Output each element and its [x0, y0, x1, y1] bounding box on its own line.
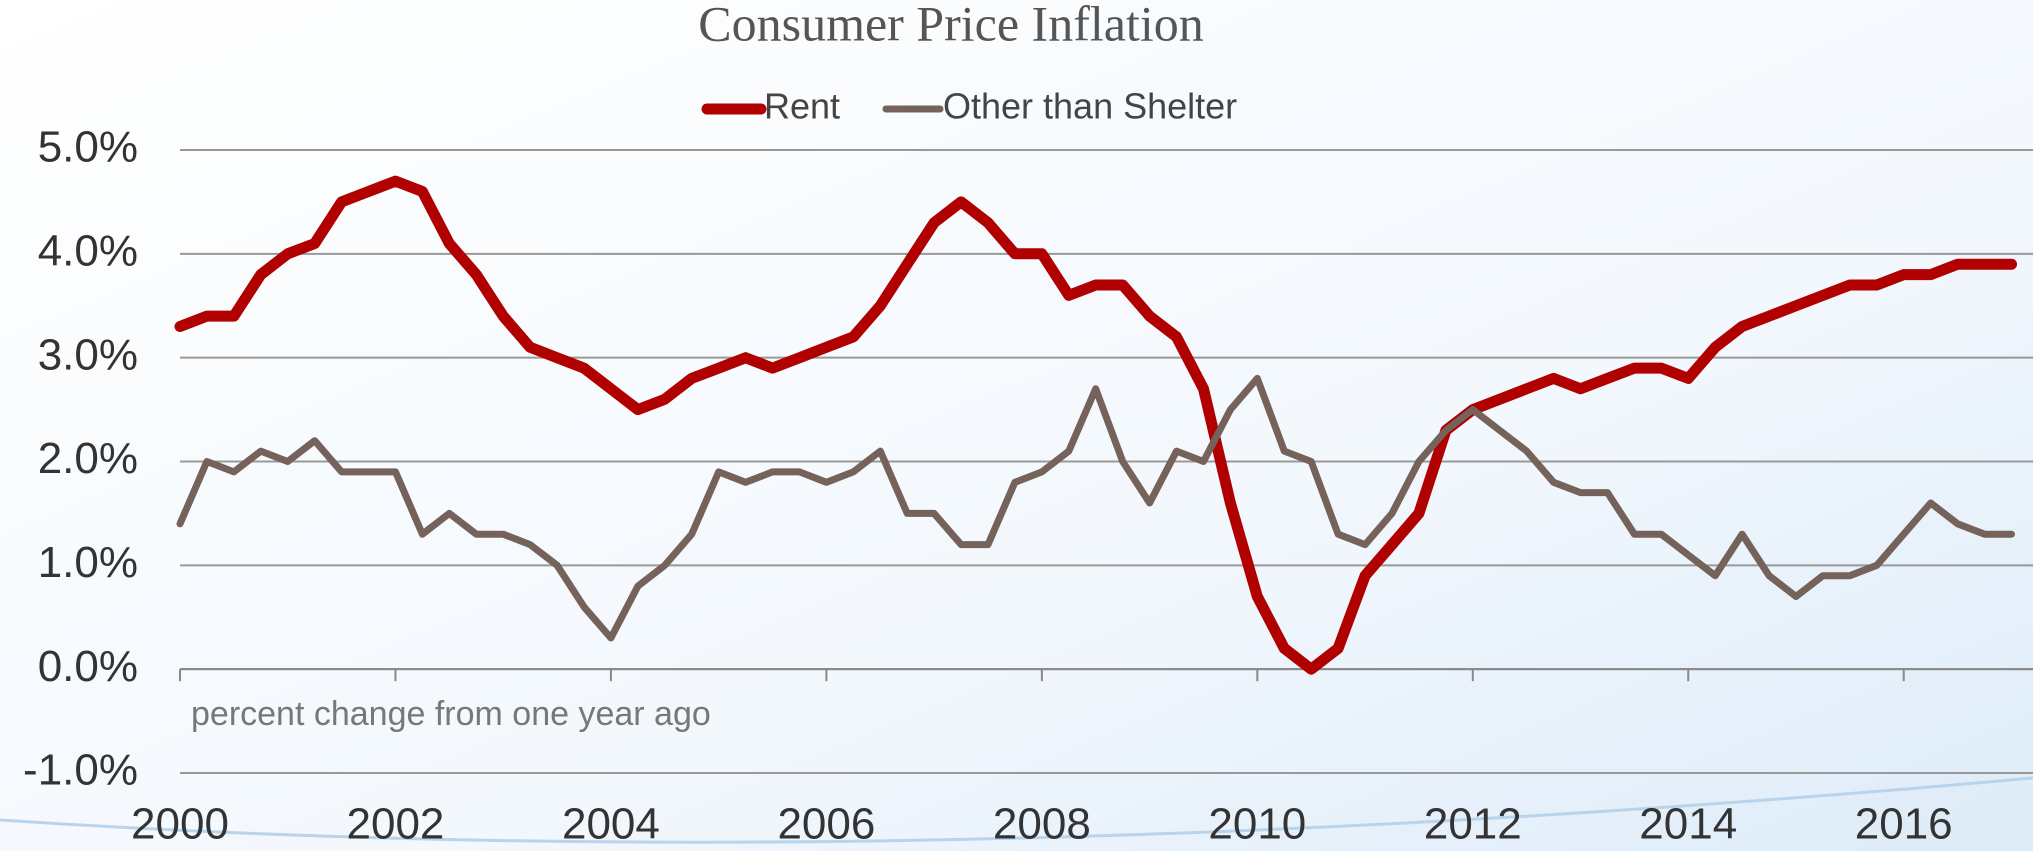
x-tick-label: 2006 [777, 800, 875, 849]
annotation: percent change from one year ago [191, 695, 711, 733]
y-tick-label: -1.0% [23, 746, 138, 795]
legend-label: Rent [764, 86, 840, 127]
y-tick-label: 2.0% [38, 434, 138, 483]
x-tick-label: 2010 [1208, 800, 1306, 849]
y-tick-label: 4.0% [38, 226, 138, 275]
x-tick-label: 2014 [1639, 800, 1737, 849]
y-tick-label: 1.0% [38, 538, 138, 587]
y-tick-label: 5.0% [38, 123, 138, 172]
x-tick-label: 2016 [1855, 800, 1953, 849]
x-tick-label: 2004 [562, 800, 660, 849]
x-tick-label: 2000 [131, 800, 229, 849]
legend-label: Other than Shelter [943, 86, 1237, 127]
x-tick-label: 2002 [347, 800, 445, 849]
line-0 [174, 175, 2017, 675]
decor-swoosh [0, 776, 2033, 844]
line-1 [176, 374, 2015, 642]
y-tick-label: 0.0% [38, 642, 138, 691]
x-tick-label: 2008 [993, 800, 1091, 849]
y-tick-label: 3.0% [38, 330, 138, 379]
chart-title: Consumer Price Inflation [698, 0, 1203, 51]
x-tick-label: 2012 [1424, 800, 1522, 849]
